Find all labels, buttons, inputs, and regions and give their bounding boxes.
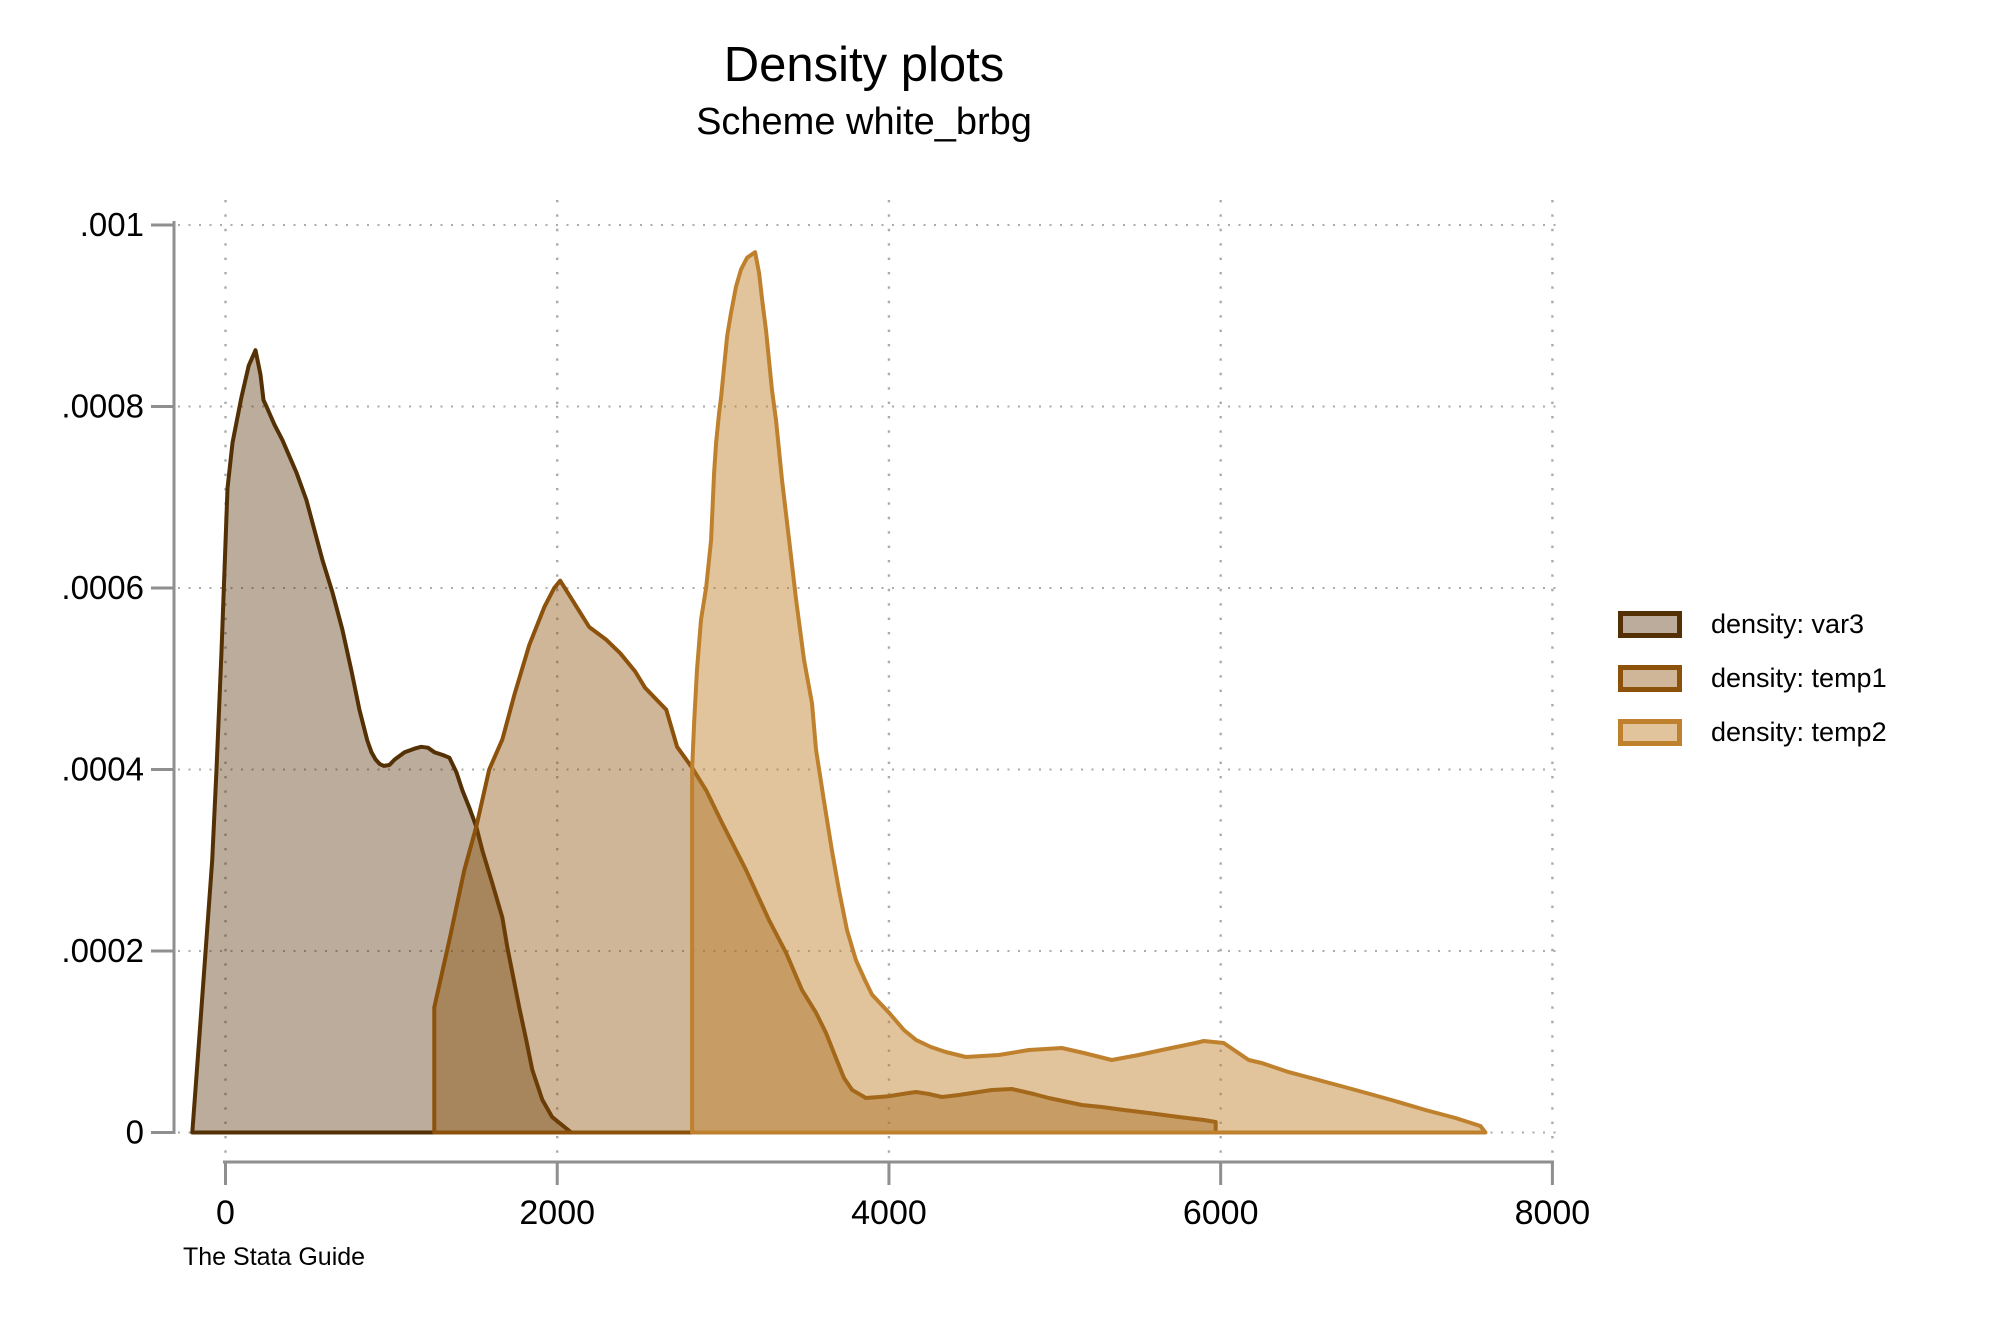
- x-tick-label: 2000: [519, 1194, 595, 1232]
- chart-title: Density plots: [723, 38, 1005, 92]
- x-tick-label: 4000: [851, 1194, 927, 1232]
- legend-item: density: temp2: [1618, 717, 1887, 747]
- density-area-1: [190, 348, 574, 1135]
- y-tick-label: .0004: [61, 751, 144, 788]
- title-block: Density plots Scheme white_brbg: [174, 38, 1554, 145]
- legend-item: density: temp1: [1618, 663, 1887, 693]
- density-area-3: [690, 250, 1488, 1135]
- legend-swatch-icon: [1618, 665, 1682, 692]
- legend-swatch-icon: [1618, 611, 1682, 638]
- chart-subtitle: Scheme white_brbg: [696, 100, 1032, 143]
- y-tick-label: 0: [126, 1114, 144, 1151]
- y-tick-label: .0002: [61, 932, 144, 969]
- footer-note: The Stata Guide: [183, 1243, 366, 1271]
- legend-label: density: temp1: [1711, 663, 1887, 693]
- x-tick-label: 0: [216, 1194, 235, 1232]
- legend-item: density: var3: [1618, 609, 1887, 639]
- density-area-2: [432, 578, 1218, 1135]
- x-tick-label: 8000: [1515, 1194, 1591, 1232]
- y-tick-label: .0008: [61, 388, 144, 425]
- legend-label: density: temp2: [1711, 717, 1887, 747]
- x-tick-label: 6000: [1183, 1194, 1259, 1232]
- legend-swatch-icon: [1618, 719, 1682, 746]
- legend: density: var3 density: temp1 density: temp…: [1618, 609, 1887, 773]
- y-tick-label: .001: [80, 206, 144, 243]
- legend-label: density: var3: [1711, 609, 1865, 639]
- y-tick-label: .0006: [61, 569, 144, 606]
